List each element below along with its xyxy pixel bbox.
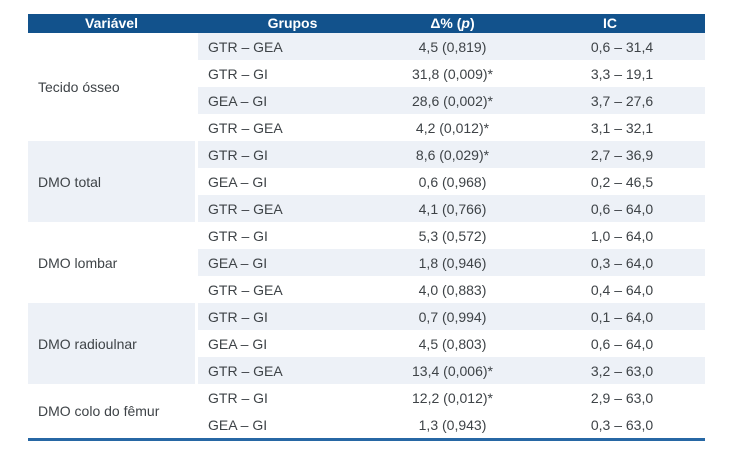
groups-cell: GTR – GI [195,303,390,330]
delta-cell: 4,0 (0,883) [390,276,515,303]
table-row: DMO radioulnar GTR – GI 0,7 (0,994) 0,1 … [28,303,705,384]
table-row: GTR – GI 31,8 (0,009)* 3,3 – 19,1 [28,60,705,87]
table-row: GEA – GI 4,5 (0,803) 0,6 – 64,0 [28,330,705,357]
groups-cell: GTR – GEA [195,195,390,222]
delta-cell: 8,6 (0,029)* [390,141,515,168]
delta-cell: 28,6 (0,002)* [390,87,515,114]
table-row: DMO total GTR – GI 8,6 (0,029)* 2,7 – 36… [28,141,705,222]
variable-cell-dmo-lombar: DMO lombar [28,222,195,303]
groups-cell: GEA – GI [195,249,390,276]
delta-cell: 4,1 (0,766) [390,195,515,222]
delta-cell: 4,5 (0,819) [390,33,515,60]
ic-cell: 0,4 – 64,0 [515,276,705,303]
delta-cell: 1,8 (0,946) [390,249,515,276]
col-header-ic: IC [515,14,705,33]
ic-cell: 0,6 – 31,4 [515,33,705,60]
delta-cell: 5,3 (0,572) [390,222,515,249]
delta-p-italic: p [461,15,470,31]
table-row: GTR – GEA 13,4 (0,006)* 3,2 – 63,0 [28,357,705,384]
results-table-wrap: Variável Grupos Δ% (p) IC Tecido ósseo G… [28,14,705,441]
delta-pre: Δ% ( [430,15,462,31]
ic-cell: 0,2 – 46,5 [515,168,705,195]
table-row: GEA – GI 0,6 (0,968) 0,2 – 46,5 [28,168,705,195]
table-row: DMO colo do fêmur GTR – GI 12,2 (0,012)*… [28,384,705,438]
delta-cell: 4,5 (0,803) [390,330,515,357]
table-body: Tecido ósseo GTR – GEA 4,5 (0,819) 0,6 –… [28,33,705,438]
groups-cell: GEA – GI [195,87,390,114]
delta-cell: 1,3 (0,943) [390,411,515,438]
ic-cell: 2,9 – 63,0 [515,384,705,411]
table-header: Variável Grupos Δ% (p) IC [28,14,705,33]
table-row: GEA – GI 28,6 (0,002)* 3,7 – 27,6 [28,87,705,114]
groups-cell: GTR – GI [195,384,390,411]
table-row: GEA – GI 1,3 (0,943) 0,3 – 63,0 [28,411,705,438]
groups-cell: GTR – GI [195,60,390,87]
groups-cell: GTR – GI [195,222,390,249]
col-header-grupos: Grupos [195,14,390,33]
ic-cell: 1,0 – 64,0 [515,222,705,249]
ic-cell: 0,3 – 63,0 [515,411,705,438]
groups-cell: GTR – GEA [195,357,390,384]
groups-cell: GTR – GI [195,141,390,168]
col-header-delta-p: Δ% (p) [390,14,515,33]
ic-cell: 0,1 – 64,0 [515,303,705,330]
ic-cell: 3,7 – 27,6 [515,87,705,114]
header-row: Variável Grupos Δ% (p) IC [28,14,705,33]
col-header-variavel: Variável [28,14,195,33]
groups-cell: GEA – GI [195,168,390,195]
groups-cell: GTR – GEA [195,114,390,141]
ic-cell: 3,2 – 63,0 [515,357,705,384]
ic-cell: 3,3 – 19,1 [515,60,705,87]
ic-cell: 0,6 – 64,0 [515,195,705,222]
variable-cell-dmo-radioulnar: DMO radioulnar [28,303,195,384]
delta-post: ) [469,15,475,31]
comparison-table: Variável Grupos Δ% (p) IC Tecido ósseo G… [28,14,705,441]
delta-cell: 13,4 (0,006)* [390,357,515,384]
table-row: Tecido ósseo GTR – GEA 4,5 (0,819) 0,6 –… [28,33,705,141]
delta-cell: 4,2 (0,012)* [390,114,515,141]
variable-cell-dmo-colo-femur: DMO colo do fêmur [28,384,195,438]
ic-cell: 0,6 – 64,0 [515,330,705,357]
ic-cell: 2,7 – 36,9 [515,141,705,168]
variable-cell-tecido-osseo: Tecido ósseo [28,33,195,141]
table-row: GTR – GEA 4,2 (0,012)* 3,1 – 32,1 [28,114,705,141]
groups-cell: GTR – GEA [195,276,390,303]
ic-cell: 3,1 – 32,1 [515,114,705,141]
table-row: GTR – GEA 4,1 (0,766) 0,6 – 64,0 [28,195,705,222]
delta-cell: 31,8 (0,009)* [390,60,515,87]
table-row: GTR – GEA 4,0 (0,883) 0,4 – 64,0 [28,276,705,303]
delta-cell: 12,2 (0,012)* [390,384,515,411]
table-row: DMO lombar GTR – GI 5,3 (0,572) 1,0 – 64… [28,222,705,303]
groups-cell: GEA – GI [195,411,390,438]
groups-cell: GEA – GI [195,330,390,357]
delta-cell: 0,6 (0,968) [390,168,515,195]
variable-cell-dmo-total: DMO total [28,141,195,222]
ic-cell: 0,3 – 64,0 [515,249,705,276]
groups-cell: GTR – GEA [195,33,390,60]
table-row: GEA – GI 1,8 (0,946) 0,3 – 64,0 [28,249,705,276]
delta-cell: 0,7 (0,994) [390,303,515,330]
